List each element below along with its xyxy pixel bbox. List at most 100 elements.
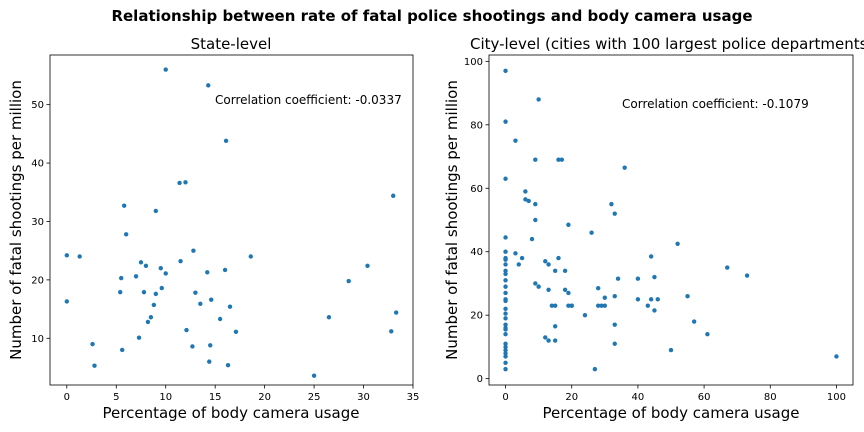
data-point [227, 304, 233, 309]
data-point [523, 197, 528, 202]
data-point [546, 262, 551, 267]
data-point [536, 97, 541, 102]
data-point [652, 308, 657, 313]
x-tick-label: 15 [209, 392, 222, 403]
correlation-annotation: Correlation coefficient: -0.1079 [622, 97, 809, 111]
data-point [123, 232, 129, 237]
data-point [503, 176, 508, 181]
data-point [569, 303, 574, 308]
data-point [136, 335, 142, 340]
data-point [556, 157, 561, 162]
data-point [552, 303, 558, 308]
data-point [562, 268, 568, 273]
data-point [533, 281, 538, 286]
data-point [503, 278, 508, 283]
data-point [596, 286, 601, 291]
data-point [513, 138, 518, 143]
y-axis: 0 20 40 60 80 100 [464, 57, 489, 385]
data-point [503, 119, 508, 124]
data-point [744, 273, 750, 278]
data-point [566, 303, 571, 308]
y-tick-label: 60 [470, 184, 483, 195]
data-point [391, 193, 396, 198]
y-axis-label: Number of fatal shootings per million [443, 80, 461, 360]
data-point [582, 312, 588, 318]
data-point [526, 198, 531, 204]
data-point [503, 298, 508, 304]
data-point [705, 332, 710, 337]
data-point [543, 259, 548, 264]
data-point [503, 290, 508, 296]
y-tick-label: 20 [31, 275, 44, 286]
data-point [191, 248, 196, 253]
data-point [596, 303, 601, 308]
data-point [148, 315, 154, 320]
data-point [163, 271, 168, 276]
data-point [675, 241, 680, 246]
x-tick-label: 20 [565, 392, 578, 403]
x-tick-label: 25 [308, 392, 321, 403]
axes-frame [49, 54, 414, 386]
data-point [141, 289, 147, 295]
y-tick-label: 40 [470, 247, 483, 258]
data-point [233, 329, 239, 335]
data-point [119, 275, 124, 281]
data-point [503, 271, 508, 277]
x-tick-label: 100 [827, 392, 846, 403]
data-point [178, 258, 183, 264]
data-point [635, 276, 641, 281]
axes-frame [488, 54, 854, 386]
data-point [64, 253, 70, 258]
data-point [209, 297, 214, 302]
y-tick-label: 10 [31, 334, 44, 345]
x-tick-label: 80 [764, 392, 777, 403]
data-point [615, 276, 621, 281]
data-point [190, 344, 195, 349]
data-point [503, 249, 508, 254]
data-point [184, 327, 189, 333]
data-point [503, 347, 508, 353]
data-point [206, 83, 211, 88]
x-tick-label: 30 [357, 392, 370, 403]
data-point [77, 254, 82, 259]
data-point [533, 201, 538, 207]
data-point [612, 211, 617, 216]
data-point [529, 236, 535, 242]
data-point [158, 265, 163, 271]
data-point [503, 344, 508, 350]
data-point [546, 287, 551, 293]
data-point [559, 157, 564, 162]
data-point [346, 278, 351, 284]
data-point [64, 299, 70, 304]
data-points [64, 67, 399, 378]
city-level-chart: City-level (cities with 100 largest poli… [443, 35, 864, 422]
y-axis: 10 20 30 40 50 [31, 100, 50, 345]
data-point [177, 180, 182, 186]
data-point [503, 284, 508, 289]
data-point [207, 359, 212, 364]
x-tick-label: 10 [159, 392, 172, 403]
data-point [326, 315, 332, 320]
data-point [365, 263, 370, 269]
data-point [503, 68, 508, 74]
data-point [503, 360, 508, 365]
data-point [208, 343, 213, 348]
data-point [503, 354, 508, 359]
data-point [648, 297, 654, 302]
x-axis-label: Percentage of body camera usage [103, 404, 360, 422]
data-point [153, 291, 159, 297]
data-point [635, 297, 641, 302]
x-tick-label: 0 [64, 392, 70, 403]
data-point [503, 327, 508, 332]
correlation-annotation: Correlation coefficient: -0.0337 [215, 93, 402, 107]
data-point [503, 268, 508, 273]
data-point [225, 362, 231, 368]
data-point [503, 322, 508, 327]
data-point [389, 329, 394, 334]
data-point [691, 319, 697, 324]
data-point [133, 274, 139, 279]
y-tick-label: 80 [470, 120, 483, 131]
x-tick-label: 5 [113, 392, 119, 403]
figure-suptitle: Relationship between rate of fatal polic… [111, 7, 752, 25]
